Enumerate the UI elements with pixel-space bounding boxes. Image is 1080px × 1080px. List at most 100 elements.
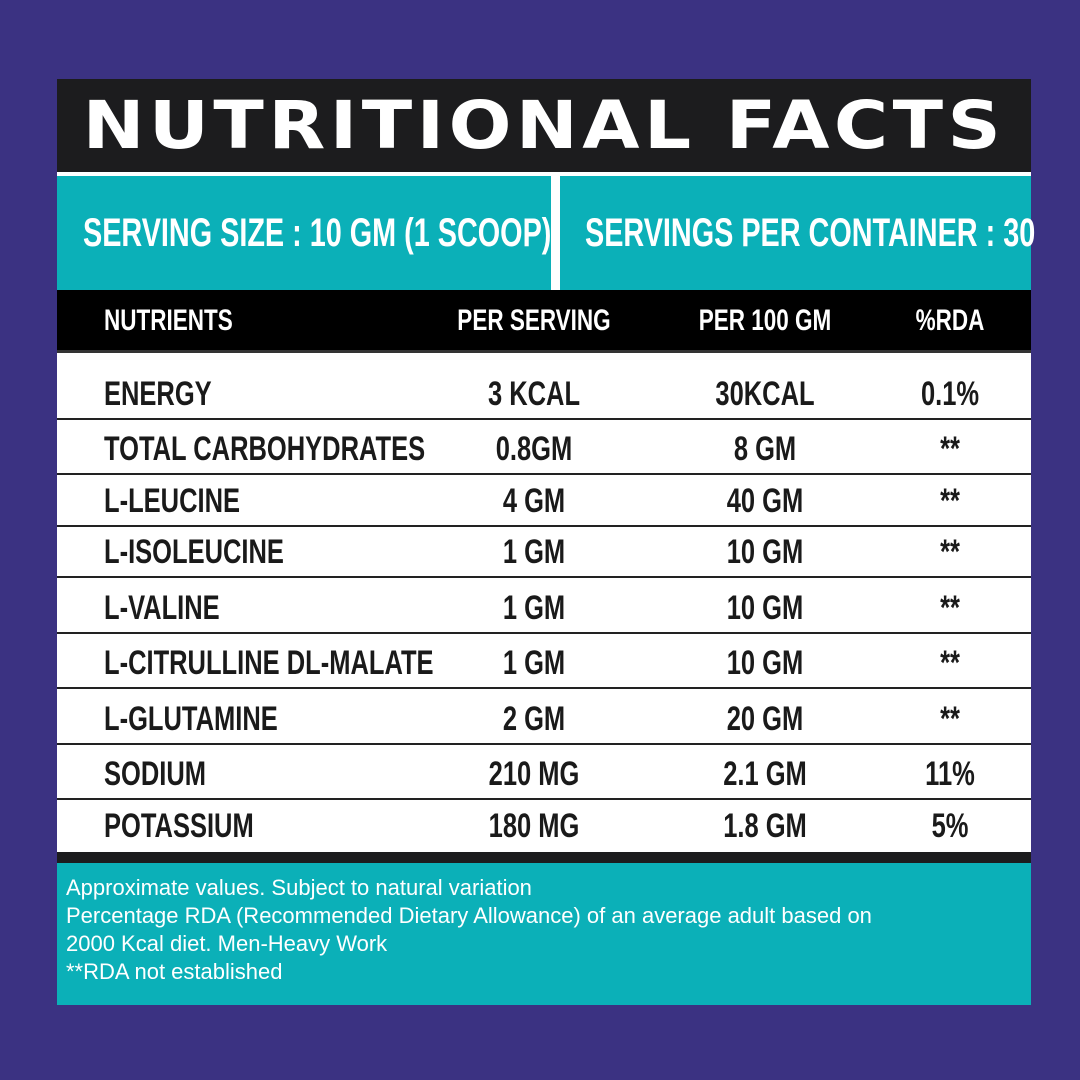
per-serving: 1 GM bbox=[492, 644, 575, 683]
per-100gm: 40 GM bbox=[714, 482, 816, 521]
footnote: Percentage RDA (Recommended Dietary Allo… bbox=[66, 903, 872, 928]
rda: ** bbox=[937, 644, 963, 683]
cell-text: ** bbox=[940, 430, 960, 468]
table-row: L-LEUCINE 4 GM 40 GM ** bbox=[57, 475, 1031, 527]
col-label: PER SERVING bbox=[457, 304, 611, 337]
nutrient-name: L-CITRULLINE DL-MALATE bbox=[104, 644, 543, 683]
cell-text: L-GLUTAMINE bbox=[104, 700, 278, 738]
nutrient-name: L-LEUCINE bbox=[104, 482, 285, 521]
cell-text: 11% bbox=[925, 755, 975, 793]
table-row: L-GLUTAMINE 2 GM 20 GM ** bbox=[57, 689, 1031, 745]
cell-text: 5% bbox=[931, 807, 969, 845]
per-serving: 0.8GM bbox=[483, 430, 585, 469]
servings-per-container-box: SERVINGS PER CONTAINER : 30 bbox=[560, 176, 1035, 290]
cell-text: TOTAL CARBOHYDRATES bbox=[104, 430, 426, 468]
cell-text: 10 GM bbox=[726, 533, 804, 571]
cell-text: 1 GM bbox=[502, 644, 566, 682]
per-100gm: 30KCAL bbox=[699, 375, 831, 414]
cell-text: ** bbox=[940, 700, 960, 738]
per-serving: 1 GM bbox=[492, 589, 575, 628]
rda: 5% bbox=[925, 807, 974, 846]
rda: ** bbox=[937, 589, 963, 628]
cell-text: 20 GM bbox=[726, 700, 804, 738]
cell-text: 8 GM bbox=[733, 430, 797, 468]
cell-text: 210 MG bbox=[488, 755, 580, 793]
rda: 0.1% bbox=[911, 375, 989, 414]
title-bar: NUTRITIONAL FACTS bbox=[57, 79, 1031, 172]
footnote: Approximate values. Subject to natural v… bbox=[66, 875, 532, 900]
per-serving: 1 GM bbox=[492, 533, 575, 572]
servings-per-container: SERVINGS PER CONTAINER : 30 bbox=[585, 210, 1036, 255]
table-row: L-ISOLEUCINE 1 GM 10 GM ** bbox=[57, 527, 1031, 578]
table-row: POTASSIUM 180 MG 1.8 GM 5% bbox=[57, 800, 1031, 850]
cell-text: ** bbox=[940, 482, 960, 520]
cell-text: SODIUM bbox=[104, 755, 206, 793]
per-serving: 2 GM bbox=[492, 700, 575, 739]
per-serving: 3 KCAL bbox=[473, 375, 596, 414]
serving-size: SERVING SIZE : 10 GM (1 SCOOP) bbox=[83, 210, 552, 255]
cell-text: ** bbox=[940, 589, 960, 627]
per-100gm: 2.1 GM bbox=[709, 755, 820, 794]
divider-bar bbox=[57, 852, 1031, 863]
per-100gm: 10 GM bbox=[714, 644, 816, 683]
table-row: L-VALINE 1 GM 10 GM ** bbox=[57, 578, 1031, 634]
cell-text: L-CITRULLINE DL-MALATE bbox=[104, 644, 434, 682]
nutrient-name: POTASSIUM bbox=[104, 807, 304, 846]
per-100gm: 8 GM bbox=[723, 430, 806, 469]
cell-text: ** bbox=[940, 533, 960, 571]
rda: ** bbox=[937, 430, 963, 469]
cell-text: 40 GM bbox=[726, 482, 804, 520]
per-100gm: 10 GM bbox=[714, 589, 816, 628]
cell-text: ENERGY bbox=[104, 375, 212, 413]
cell-text: 30KCAL bbox=[715, 375, 815, 413]
table-row: ENERGY 3 KCAL 30KCAL 0.1% bbox=[57, 353, 1031, 420]
rda: ** bbox=[937, 482, 963, 521]
col-label: %RDA bbox=[915, 304, 985, 337]
rda: ** bbox=[937, 533, 963, 572]
rda: ** bbox=[937, 700, 963, 739]
nutrient-name: L-ISOLEUCINE bbox=[104, 533, 344, 572]
rda: 11% bbox=[917, 755, 983, 794]
table-row: SODIUM 210 MG 2.1 GM 11% bbox=[57, 745, 1031, 800]
cell-text: 10 GM bbox=[726, 644, 804, 682]
per-100gm: 1.8 GM bbox=[709, 807, 820, 846]
cell-text: L-ISOLEUCINE bbox=[104, 533, 284, 571]
col-per-serving: PER SERVING bbox=[432, 304, 637, 338]
col-label: PER 100 GM bbox=[698, 304, 832, 337]
nutrient-name: SODIUM bbox=[104, 755, 240, 794]
cell-text: 4 GM bbox=[502, 482, 566, 520]
col-per-100gm: PER 100 GM bbox=[677, 304, 854, 338]
nutrient-name: TOTAL CARBOHYDRATES bbox=[104, 430, 532, 469]
col-label: NUTRIENTS bbox=[104, 304, 233, 337]
footnote: 2000 Kcal diet. Men-Heavy Work bbox=[66, 931, 388, 956]
cell-text: 1.8 GM bbox=[723, 807, 807, 845]
page-title: NUTRITIONAL FACTS bbox=[82, 87, 1006, 164]
cell-text: 2 GM bbox=[502, 700, 566, 738]
per-serving: 4 GM bbox=[492, 482, 575, 521]
cell-text: 0.1% bbox=[920, 375, 980, 413]
nutrient-name: L-VALINE bbox=[104, 589, 258, 628]
cell-text: POTASSIUM bbox=[104, 807, 254, 845]
table-header: NUTRIENTS PER SERVING PER 100 GM %RDA bbox=[57, 290, 1031, 353]
nutrient-name: L-GLUTAMINE bbox=[104, 700, 336, 739]
table-row: L-CITRULLINE DL-MALATE 1 GM 10 GM ** bbox=[57, 634, 1031, 689]
cell-text: ** bbox=[940, 644, 960, 682]
cell-text: L-VALINE bbox=[104, 589, 220, 627]
cell-text: 3 KCAL bbox=[487, 375, 581, 413]
per-serving: 180 MG bbox=[474, 807, 595, 846]
per-100gm: 10 GM bbox=[714, 533, 816, 572]
per-100gm: 20 GM bbox=[714, 700, 816, 739]
per-serving: 210 MG bbox=[474, 755, 595, 794]
nutrition-facts-panel: NUTRITIONAL FACTS SERVING SIZE : 10 GM (… bbox=[57, 79, 1035, 1005]
footnote: **RDA not established bbox=[66, 959, 283, 984]
footnotes: Approximate values. Subject to natural v… bbox=[57, 863, 1031, 1005]
cell-text: L-LEUCINE bbox=[104, 482, 240, 520]
cell-text: 180 MG bbox=[488, 807, 580, 845]
table-row: TOTAL CARBOHYDRATES 0.8GM 8 GM ** bbox=[57, 421, 1031, 475]
cell-text: 2.1 GM bbox=[723, 755, 807, 793]
serving-size-box: SERVING SIZE : 10 GM (1 SCOOP) bbox=[57, 176, 551, 290]
cell-text: 1 GM bbox=[502, 589, 566, 627]
col-rda: %RDA bbox=[904, 304, 996, 338]
cell-text: 0.8GM bbox=[495, 430, 573, 468]
cell-text: 10 GM bbox=[726, 589, 804, 627]
